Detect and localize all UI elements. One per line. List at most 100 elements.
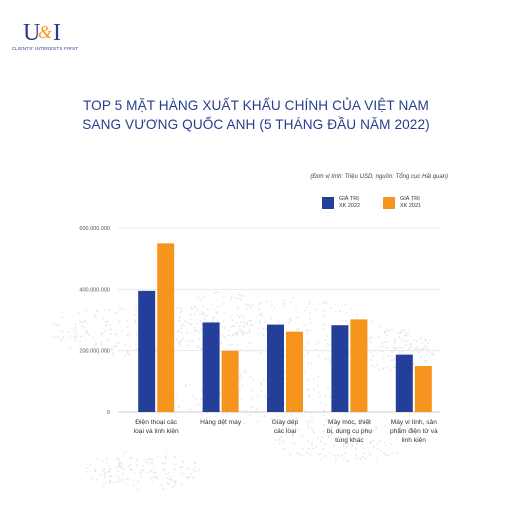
bar-2022-2 bbox=[267, 324, 284, 412]
map-dot bbox=[156, 456, 158, 458]
map-dot bbox=[333, 454, 336, 457]
map-dot bbox=[239, 375, 241, 377]
brand-logo: U & I CLIENTS' INTERESTS FIRST bbox=[10, 16, 80, 60]
map-dot bbox=[296, 328, 298, 331]
y-tick-label: 200.000.000 bbox=[79, 349, 110, 355]
map-dot bbox=[230, 298, 232, 300]
map-dot bbox=[203, 313, 206, 316]
map-dot bbox=[206, 308, 209, 310]
map-dot bbox=[235, 334, 238, 336]
map-dot bbox=[174, 468, 177, 471]
map-dot bbox=[151, 462, 154, 465]
map-dot bbox=[246, 332, 249, 335]
map-dot bbox=[297, 418, 299, 421]
map-dot bbox=[412, 367, 415, 370]
map-dot bbox=[81, 325, 84, 328]
map-dot bbox=[319, 395, 321, 398]
map-dot bbox=[55, 323, 58, 326]
map-dot bbox=[402, 351, 404, 353]
map-dot bbox=[197, 309, 199, 312]
map-dot bbox=[328, 427, 330, 429]
map-dot bbox=[345, 441, 347, 444]
map-dot bbox=[109, 328, 112, 331]
y-axis-ticks: 0 200.000.000 400.000.000 600.000.000 bbox=[79, 226, 110, 416]
map-dot bbox=[119, 309, 121, 311]
map-dot bbox=[388, 329, 390, 331]
map-dot bbox=[271, 303, 273, 306]
map-dot bbox=[151, 479, 153, 482]
map-dot bbox=[104, 330, 106, 332]
map-dot bbox=[259, 320, 261, 323]
map-dot bbox=[426, 359, 428, 362]
map-dot bbox=[239, 373, 241, 376]
map-dot bbox=[241, 384, 244, 387]
map-dot bbox=[258, 314, 261, 316]
map-dot bbox=[202, 305, 205, 308]
map-dot bbox=[354, 437, 356, 440]
map-dot bbox=[84, 320, 86, 323]
map-dot bbox=[372, 366, 375, 369]
map-dot bbox=[304, 309, 306, 312]
map-dot bbox=[175, 396, 178, 399]
map-dot bbox=[303, 355, 306, 357]
map-dot bbox=[183, 461, 185, 464]
map-dot bbox=[342, 443, 345, 446]
map-dot bbox=[324, 443, 326, 445]
map-dot bbox=[185, 383, 187, 386]
map-dot bbox=[372, 355, 374, 358]
map-dot bbox=[284, 403, 286, 406]
map-dot bbox=[173, 482, 176, 484]
map-dot bbox=[278, 439, 281, 441]
map-dot bbox=[370, 364, 373, 367]
map-dot bbox=[347, 436, 349, 438]
map-dot bbox=[359, 458, 362, 460]
map-dot bbox=[419, 337, 422, 339]
map-dot bbox=[275, 439, 277, 442]
map-dot bbox=[239, 321, 242, 323]
map-dot bbox=[308, 303, 310, 305]
map-dot bbox=[375, 458, 377, 460]
map-dot bbox=[110, 475, 113, 477]
map-dot bbox=[192, 339, 195, 342]
map-dot bbox=[355, 447, 357, 450]
map-dot bbox=[123, 309, 125, 311]
map-dot bbox=[95, 342, 97, 344]
map-dot bbox=[194, 470, 197, 472]
map-dot bbox=[85, 309, 87, 312]
map-dot bbox=[283, 306, 286, 308]
map-dot bbox=[248, 331, 251, 334]
map-dot bbox=[135, 348, 138, 350]
map-dot bbox=[221, 334, 224, 337]
map-dot bbox=[109, 481, 111, 484]
map-dot bbox=[330, 338, 332, 341]
map-dot bbox=[238, 325, 241, 327]
map-dot bbox=[133, 471, 136, 474]
map-dot bbox=[107, 320, 109, 322]
map-dot bbox=[249, 376, 251, 379]
map-dot bbox=[108, 465, 111, 467]
map-dot bbox=[296, 452, 298, 454]
map-dot bbox=[118, 477, 120, 479]
map-dot bbox=[277, 321, 280, 323]
map-dot bbox=[370, 359, 373, 361]
map-dot bbox=[142, 465, 145, 467]
map-dot bbox=[243, 325, 245, 328]
map-dot bbox=[319, 458, 321, 460]
map-dot bbox=[150, 469, 153, 472]
map-dot bbox=[347, 429, 349, 431]
svg-text:&: & bbox=[38, 22, 52, 42]
map-dot bbox=[310, 420, 312, 423]
map-dot bbox=[366, 352, 369, 355]
map-dot bbox=[333, 444, 335, 447]
map-dot bbox=[292, 297, 294, 299]
map-dot bbox=[184, 385, 187, 388]
map-dot bbox=[125, 482, 127, 485]
map-dot bbox=[334, 461, 337, 463]
map-dot bbox=[378, 369, 381, 371]
map-dot bbox=[238, 328, 241, 331]
map-dot bbox=[385, 334, 388, 336]
map-dot bbox=[153, 467, 156, 470]
map-dot bbox=[61, 330, 63, 332]
map-dot bbox=[165, 457, 167, 459]
